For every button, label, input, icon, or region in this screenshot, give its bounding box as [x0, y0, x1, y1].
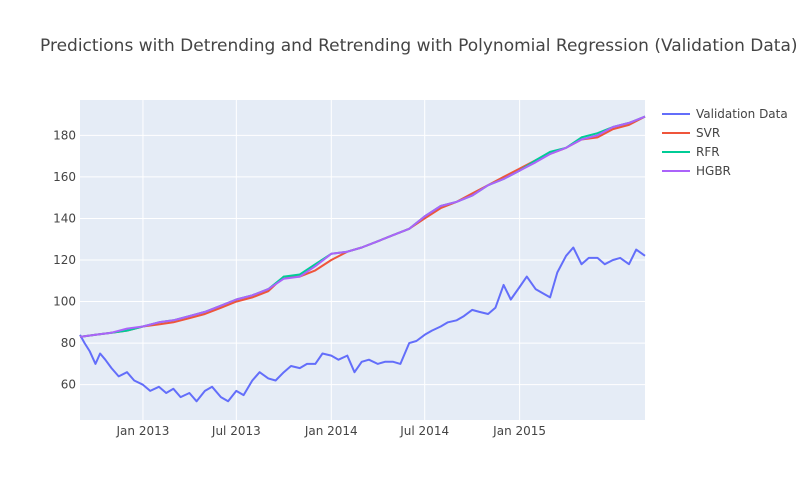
x-axis-ticks: Jan 2013 Jul 2013 Jan 2014 Jul 2014 Jan 2015 [116, 424, 547, 438]
series-line-hgbr [79, 115, 646, 338]
y-tick-label: 60 [61, 378, 76, 392]
y-tick-label: 160 [53, 170, 76, 184]
y-tick-label: 100 [53, 295, 76, 309]
x-tick-label: Jan 2014 [304, 424, 358, 438]
x-tick-label: Jan 2013 [116, 424, 170, 438]
series-line-validation-data [79, 246, 646, 403]
x-tick-label: Jul 2014 [399, 424, 449, 438]
chart-title: Predictions with Detrending and Retrendi… [40, 36, 798, 56]
y-tick-label: 180 [53, 128, 76, 142]
legend: Validation Data SVR RFR HGBR [662, 107, 788, 178]
y-tick-label: 140 [53, 211, 76, 225]
y-axis-ticks: 60 80 100 120 140 160 180 [53, 128, 76, 391]
x-tick-label: Jan 2015 [492, 424, 546, 438]
legend-label-hgbr: HGBR [696, 164, 731, 178]
x-tick-label: Jul 2013 [211, 424, 261, 438]
legend-label-validation-data: Validation Data [696, 107, 788, 121]
legend-label-rfr: RFR [696, 145, 720, 159]
grid-lines [80, 100, 645, 420]
series-lines [79, 115, 646, 403]
legend-label-svr: SVR [696, 126, 720, 140]
y-tick-label: 80 [61, 336, 76, 350]
y-tick-label: 120 [53, 253, 76, 267]
